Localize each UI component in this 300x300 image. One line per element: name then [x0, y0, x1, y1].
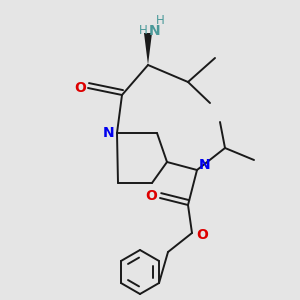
- Text: N: N: [199, 158, 211, 172]
- Text: N: N: [149, 24, 161, 38]
- Text: H: H: [139, 23, 148, 37]
- Text: O: O: [196, 228, 208, 242]
- Text: O: O: [145, 189, 157, 203]
- Text: N: N: [103, 126, 115, 140]
- Text: H: H: [156, 14, 164, 26]
- Text: O: O: [74, 81, 86, 95]
- Polygon shape: [144, 33, 152, 65]
